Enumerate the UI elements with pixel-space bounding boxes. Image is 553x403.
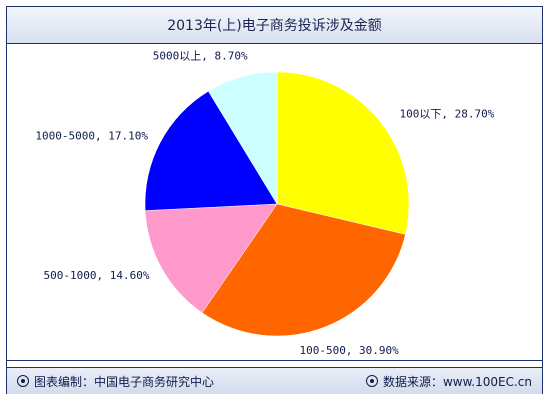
footer-source: 数据来源：www.100EC.cn [365,373,532,390]
pie-slice-5000以上 [208,71,278,205]
pie-slice-100-500 [201,203,406,337]
footer-divider [7,360,542,361]
pie-slice-100以下 [276,71,410,235]
pie-label-500-1000: 500-1000, 14.60% [44,269,150,282]
plot-area: 100以下, 28.70% 100-500, 30.90% 500-1000, 14… [7,44,542,359]
pie-slice-500-1000 [144,203,278,314]
pie-label-100以下: 100以下, 28.70% [400,107,495,120]
chart-frame: 2013年(上)电子商务投诉涉及金额 100以下, 28.70% 100-500,… [6,6,543,394]
pie-label-1000-5000: 1000-5000, 17.10% [35,130,148,143]
footer-source-text: 数据来源：www.100EC.cn [382,374,532,389]
pie-label-5000以上: 5000以上, 8.70% [153,49,248,62]
footer-credit: 图表编制：中国电子商务研究中心 [17,373,214,390]
bullet-icon [365,375,378,387]
chart-title: 2013年(上)电子商务投诉涉及金额 [167,18,382,34]
footer-credit-text: 图表编制：中国电子商务研究中心 [34,374,215,389]
bullet-icon [17,375,29,387]
pie-chart: 100以下, 28.70% 100-500, 30.90% 500-1000, 14… [35,49,495,357]
pie-slice-1000-5000 [144,90,278,211]
footer: 图表编制：中国电子商务研究中心 数据来源：www.100EC.cn [7,367,542,394]
title-bar: 2013年(上)电子商务投诉涉及金额 [7,7,542,44]
pie-label-100-500: 100-500, 30.90% [299,344,399,357]
